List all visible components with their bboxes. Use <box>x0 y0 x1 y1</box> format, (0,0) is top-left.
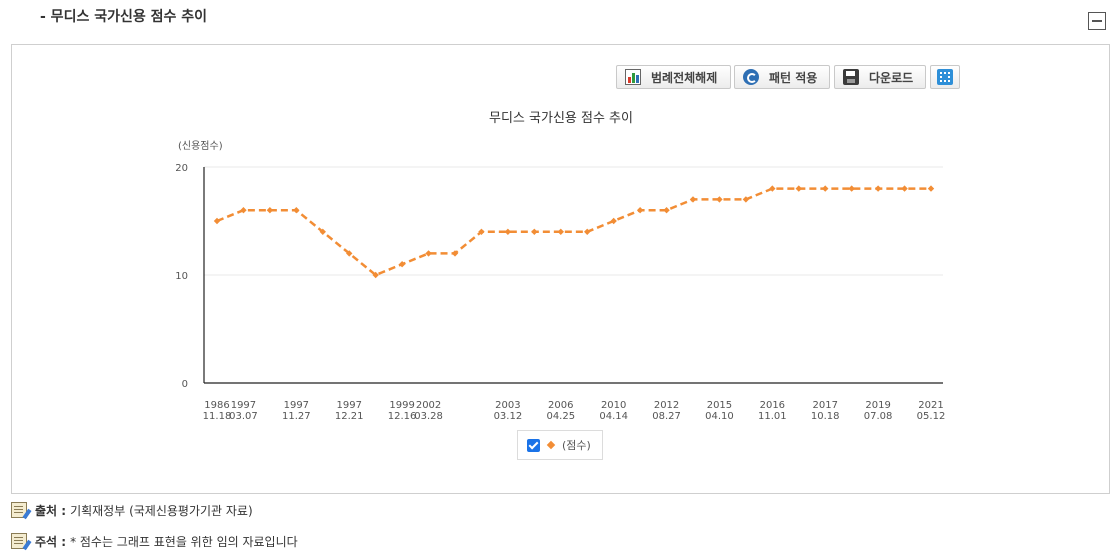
x-tick-label: 2012 08.27 <box>652 400 681 422</box>
legend-off-label: 범례전체해제 <box>651 70 718 85</box>
data-point <box>425 250 432 257</box>
legend: (점수) <box>517 430 603 460</box>
bar-chart-icon <box>625 69 641 85</box>
x-tick-label: 2003 03.12 <box>494 400 523 422</box>
data-point <box>636 207 644 214</box>
data-point <box>319 228 326 235</box>
data-point <box>372 271 379 279</box>
x-tick-label: 2006 04.25 <box>546 400 575 422</box>
download-button[interactable]: 다운로드 <box>834 65 926 89</box>
pattern-button[interactable]: 패턴 적용 <box>734 65 830 89</box>
data-point <box>504 228 512 235</box>
source-text: 기획재정부 (국제신용평가기관 자료) <box>70 503 253 518</box>
save-icon <box>843 69 859 85</box>
data-point <box>293 207 300 214</box>
x-tick-label: 2010 04.14 <box>599 400 628 422</box>
data-point <box>742 196 750 203</box>
x-tick-label: 2002 03.28 <box>414 400 443 422</box>
data-point <box>610 217 617 225</box>
remark-label: 주석 : <box>35 534 67 549</box>
data-point <box>478 228 485 235</box>
legend-off-button[interactable]: 범례전체해제 <box>616 65 731 89</box>
y-tick-label: 0 <box>182 379 188 390</box>
x-tick-label: 2016 11.01 <box>758 400 787 422</box>
data-point <box>901 185 908 192</box>
data-point <box>584 228 591 235</box>
memo-icon <box>11 533 27 549</box>
data-point <box>689 196 697 203</box>
data-point <box>848 185 855 192</box>
section-title: - 무디스 국가신용 점수 추이 <box>40 9 207 25</box>
chart-panel <box>11 44 1110 494</box>
y-tick-label: 10 <box>175 271 188 282</box>
memo-icon <box>11 502 27 518</box>
y-axis-label: (신용점수) <box>178 140 223 152</box>
fullscreen-button[interactable] <box>930 65 960 89</box>
data-point <box>716 196 723 203</box>
remark-text: * 점수는 그래프 표현을 위한 임의 자료입니다 <box>70 534 298 549</box>
data-point <box>266 207 274 214</box>
x-tick-label: 1997 12.21 <box>335 400 364 422</box>
x-tick-label: 1997 03.07 <box>229 400 258 422</box>
data-point <box>874 185 882 192</box>
x-tick-label: 2017 10.18 <box>811 400 840 422</box>
legend-checkbox[interactable] <box>527 438 540 452</box>
data-point <box>398 261 406 268</box>
data-point <box>822 185 829 192</box>
collapse-button[interactable] <box>1088 12 1106 30</box>
fullscreen-icon <box>937 69 953 85</box>
x-tick-label: 1999 12.16 <box>388 400 417 422</box>
data-point <box>346 250 353 257</box>
series-line <box>216 187 931 277</box>
x-tick-label: 1986 11.18 <box>203 400 232 422</box>
remark-note: 주석 : * 점수는 그래프 표현을 위한 임의 자료입니다 <box>11 531 298 551</box>
data-point <box>531 228 538 235</box>
chart-title: 무디스 국가신용 점수 추이 <box>489 111 633 126</box>
data-point <box>795 185 802 192</box>
data-point <box>213 217 221 225</box>
data-point <box>557 228 564 235</box>
data-point <box>240 207 247 214</box>
y-tick-label: 20 <box>175 163 188 174</box>
download-label: 다운로드 <box>869 70 914 85</box>
x-tick-label: 1997 11.27 <box>282 400 311 422</box>
source-note: 출처 : 기획재정부 (국제신용평가기관 자료) <box>11 500 253 520</box>
x-tick-label: 2019 07.08 <box>864 400 893 422</box>
refresh-icon <box>743 69 759 85</box>
pattern-label: 패턴 적용 <box>769 70 818 85</box>
x-tick-label: 2021 05.12 <box>917 400 946 422</box>
source-label: 출처 : <box>35 503 67 518</box>
data-point <box>451 250 459 257</box>
data-point <box>927 185 935 192</box>
data-point <box>769 185 776 192</box>
legend-series-label: (점수) <box>562 439 591 452</box>
data-point <box>663 207 670 214</box>
legend-marker-icon <box>546 440 556 450</box>
x-tick-label: 2015 04.10 <box>705 400 734 422</box>
